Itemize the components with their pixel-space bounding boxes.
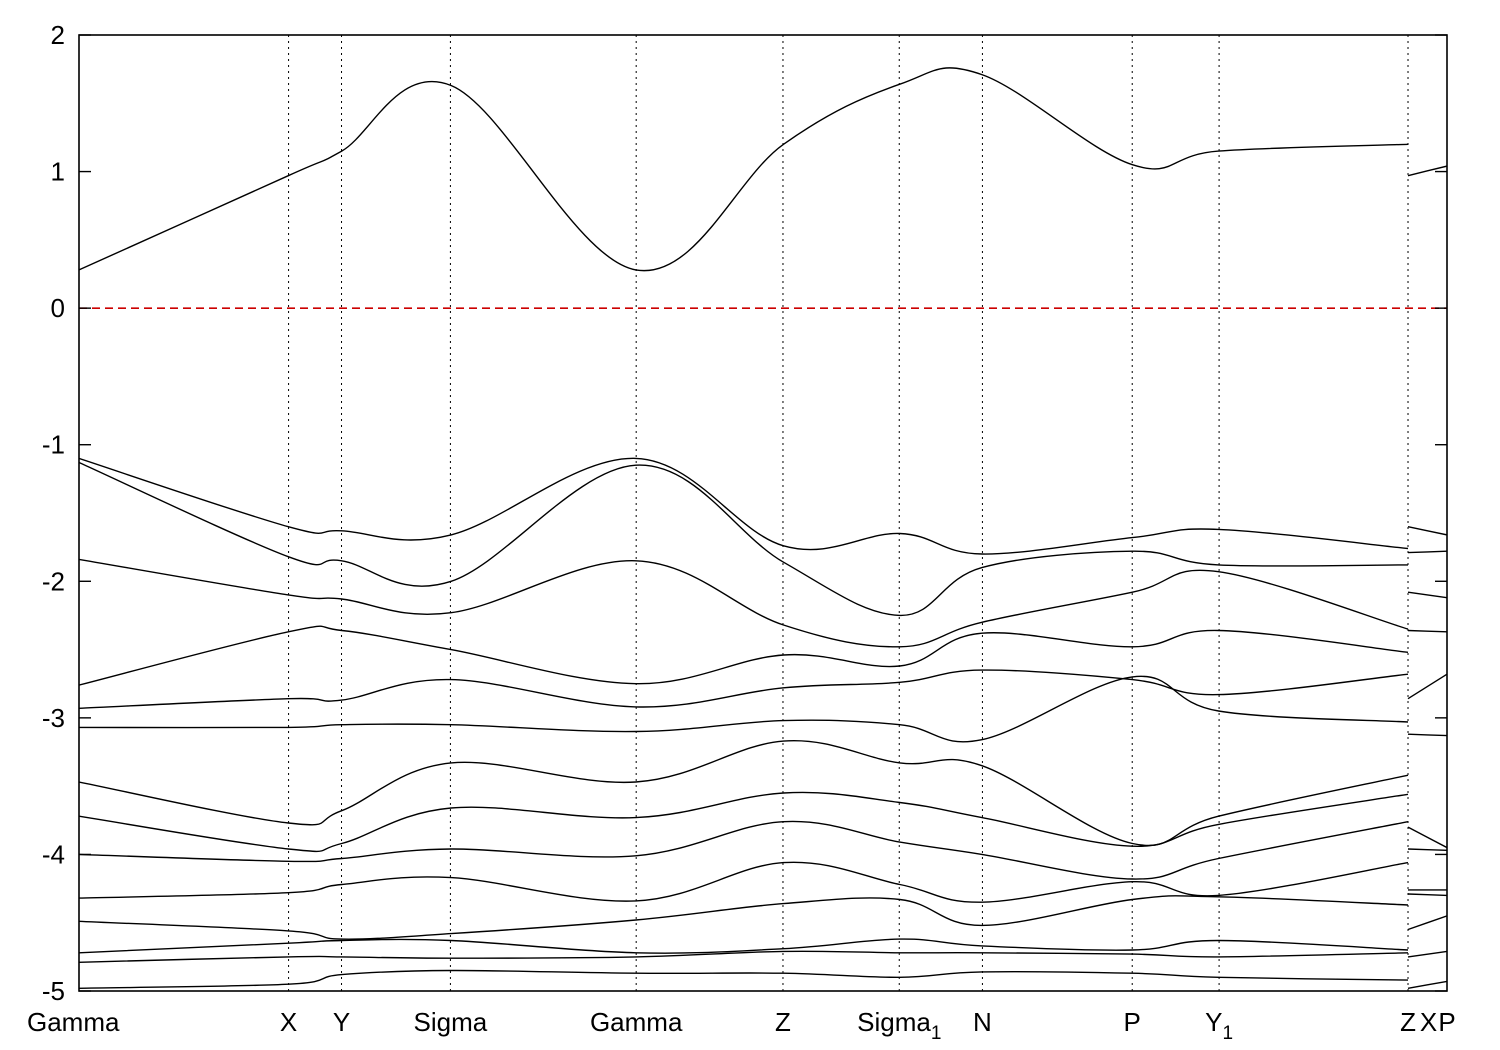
band-line-12 [79, 675, 1409, 743]
band-line-13 [79, 740, 1409, 847]
y-tick-label: 2 [51, 20, 65, 50]
kpoint-grid-lines [288, 35, 1409, 991]
kpoint-label: Gamma [27, 1007, 120, 1037]
band-line-24 [1407, 915, 1447, 931]
band-line-0 [79, 67, 1409, 272]
band-line-25 [79, 950, 1409, 963]
y-tick-label: -5 [42, 976, 65, 1006]
band-line-1 [1407, 165, 1447, 177]
band-line-16 [1407, 826, 1447, 849]
y-tick-label: -3 [42, 703, 65, 733]
band-line-8 [79, 625, 1409, 686]
band-line-10 [79, 669, 1409, 709]
band-line-27 [79, 969, 1409, 989]
plot-frame [78, 34, 1448, 992]
band-line-2 [79, 457, 1409, 555]
kpoint-label: Y [333, 1007, 350, 1037]
kpoint-label: Sigma [414, 1007, 488, 1037]
kpoint-label-end: P [1438, 1007, 1455, 1037]
kpoint-label: Z [775, 1007, 791, 1037]
band-line-26 [1407, 950, 1447, 958]
y-tick-label: 0 [51, 293, 65, 323]
band-line-9 [1407, 629, 1447, 633]
kpoint-label: N [973, 1007, 992, 1037]
band-line-23 [79, 938, 1409, 954]
band-line-28 [1407, 980, 1447, 989]
kpoint-label: Sigma1 [857, 1007, 941, 1044]
y-tick-label: -4 [42, 839, 65, 869]
band-line-17 [79, 820, 1409, 880]
y-tick-label: -1 [42, 430, 65, 460]
band-line-15 [79, 791, 1409, 853]
y-tick-label: 1 [51, 157, 65, 187]
kpoint-label: P [1124, 1007, 1141, 1037]
x-axis-kpoint-labels: Gamma X Y Sigma Gamma Z Sigma1 N P Y1 Z X P [27, 1007, 1456, 1044]
band-line-14 [1407, 733, 1447, 737]
band-line-6 [79, 558, 1409, 648]
band-line-3 [1407, 526, 1447, 536]
kpoint-label: Z [1400, 1007, 1416, 1037]
y-tick-label: -2 [42, 566, 65, 596]
plot-border [78, 34, 1448, 992]
kpoint-label: X [1420, 1007, 1437, 1037]
band-line-21 [79, 895, 1409, 940]
kpoint-label: Gamma [590, 1007, 683, 1037]
y-axis-ticks: 2 1 0 -1 -2 -3 -4 -5 [42, 20, 1447, 1006]
band-line-18 [1407, 848, 1447, 851]
band-line-11 [1407, 673, 1447, 700]
kpoint-label: Y1 [1205, 1007, 1233, 1044]
band-line-19 [79, 861, 1409, 903]
band-line-22 [1407, 893, 1447, 897]
kpoint-label: X [280, 1007, 297, 1037]
band-line-4 [79, 461, 1409, 617]
band-line-7 [1407, 591, 1447, 599]
band-line-5 [1407, 550, 1447, 554]
band-curves [79, 67, 1447, 989]
